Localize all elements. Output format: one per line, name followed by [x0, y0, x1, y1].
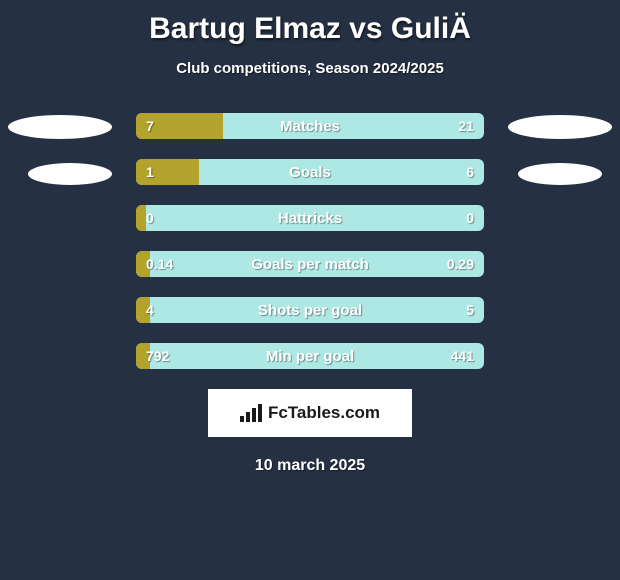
stat-label: Goals per match [136, 251, 484, 277]
stat-row-matches: 7 Matches 21 [136, 113, 484, 139]
player-left-ellipse-1 [8, 115, 112, 139]
player-right-ellipse-2 [518, 163, 602, 185]
stat-label: Shots per goal [136, 297, 484, 323]
player-left-ellipse-2 [28, 163, 112, 185]
stat-right-value: 5 [466, 297, 474, 323]
comparison-area: 7 Matches 21 1 Goals 6 0 Hattricks 0 0.1… [0, 113, 620, 369]
stat-row-shots-per-goal: 4 Shots per goal 5 [136, 297, 484, 323]
stat-row-goals-per-match: 0.14 Goals per match 0.29 [136, 251, 484, 277]
player-right-ellipse-1 [508, 115, 612, 139]
comparison-title: Bartug Elmaz vs GuliÄ [0, 0, 620, 46]
brand-text: FcTables.com [268, 403, 380, 423]
stat-label: Hattricks [136, 205, 484, 231]
stat-right-value: 0.29 [447, 251, 474, 277]
stat-bars: 7 Matches 21 1 Goals 6 0 Hattricks 0 0.1… [136, 113, 484, 369]
stat-right-value: 21 [458, 113, 474, 139]
stat-right-value: 0 [466, 205, 474, 231]
bar-chart-icon [240, 404, 262, 422]
stat-label: Matches [136, 113, 484, 139]
stat-right-value: 6 [466, 159, 474, 185]
stat-right-value: 441 [451, 343, 474, 369]
stat-row-min-per-goal: 792 Min per goal 441 [136, 343, 484, 369]
date-line: 10 march 2025 [0, 457, 620, 475]
stat-row-goals: 1 Goals 6 [136, 159, 484, 185]
stat-label: Min per goal [136, 343, 484, 369]
comparison-subtitle: Club competitions, Season 2024/2025 [0, 60, 620, 77]
stat-row-hattricks: 0 Hattricks 0 [136, 205, 484, 231]
stat-label: Goals [136, 159, 484, 185]
brand-box: FcTables.com [208, 389, 412, 437]
